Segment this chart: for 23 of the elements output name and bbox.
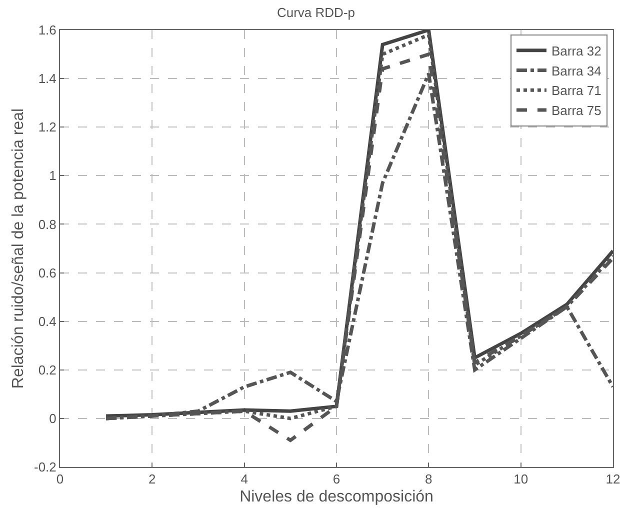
legend-label: Barra 75 — [551, 103, 602, 118]
legend-label: Barra 32 — [551, 43, 602, 58]
y-tick-label: 1.2 — [38, 120, 56, 135]
y-tick-label: 0.2 — [38, 362, 56, 378]
y-tick-label: -0.2 — [34, 460, 56, 475]
y-tick-label: 0 — [49, 410, 56, 426]
y-tick-label: 0.8 — [38, 216, 56, 232]
x-axis-title: Niveles de descomposición — [240, 488, 434, 506]
chart-title: Curva RDD-p — [276, 4, 356, 20]
y-axis-title: Relación ruido/señal de la potencia real — [10, 108, 27, 389]
legend-label: Barra 34 — [551, 63, 602, 78]
x-tick-label: 6 — [332, 472, 340, 487]
x-tick-label: 2 — [148, 472, 156, 487]
x-tick-label: 10 — [514, 472, 528, 487]
y-tick-label: 1 — [49, 168, 56, 184]
y-tick-label: 0.4 — [38, 314, 56, 329]
y-tick-label: 1.6 — [38, 22, 56, 38]
x-tick-label: 4 — [240, 472, 248, 487]
legend-label: Barra 71 — [551, 83, 602, 98]
y-tick-label: 1.4 — [38, 71, 56, 86]
x-tick-label: 8 — [425, 472, 432, 487]
y-tick-label: 0.6 — [38, 265, 56, 280]
x-tick-label: 12 — [606, 472, 620, 487]
